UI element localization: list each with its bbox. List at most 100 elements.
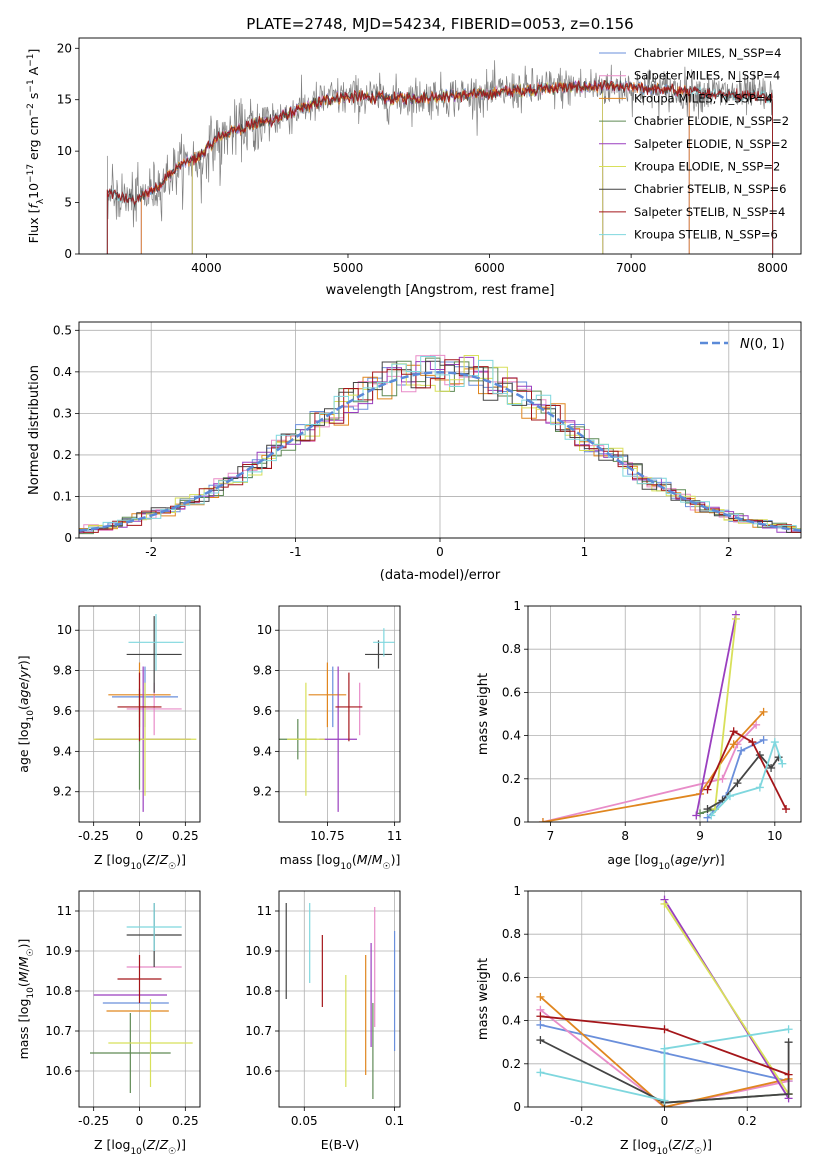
y-tick-label: 0.6 [502, 970, 521, 984]
label-part: Z [log [94, 1137, 130, 1152]
x-tick-label: 10 [767, 829, 782, 843]
y-tick-label: 0 [513, 1100, 521, 1114]
x-axis-label: E(B-V) [321, 1137, 360, 1152]
x-tick-label: 0.2 [738, 1114, 757, 1128]
ticks: 7 8 9 10 0 0.2 0.4 0.6 0.8 1 [502, 599, 783, 843]
y-tick-label: 0.2 [502, 1057, 521, 1071]
x-tick-label: -0.25 [78, 829, 109, 843]
y-tick-label: 9.2 [53, 785, 72, 799]
label-part: Z [log [94, 852, 130, 867]
legend-entry: Kroupa STELIB, N_SSP=6 [634, 228, 778, 242]
label-part: yr [701, 852, 715, 867]
figure-title: PLATE=2748, MJD=54234, FIBERID=0053, z=0… [246, 15, 633, 33]
label-part: / [16, 677, 31, 682]
label-part: Z [685, 1137, 695, 1152]
y-tick-label: 0.8 [502, 642, 521, 656]
y-tick-label: 10.7 [245, 1024, 272, 1038]
legend: Chabrier MILES, N_SSP=4 Salpeter MILES, N… [599, 46, 789, 242]
weight-marker [703, 805, 712, 814]
weight-marker [536, 1020, 545, 1029]
x-axis-label: Z [log10(Z/Z☉)] [94, 852, 186, 872]
x-tick-label: 0.25 [172, 1114, 199, 1128]
weight-marker [660, 1096, 669, 1105]
label-part: M [16, 971, 31, 982]
label-part: )] [715, 852, 725, 867]
weight-marker [660, 1044, 669, 1053]
y-tick-label: 9.4 [53, 744, 72, 758]
x-tick-label: -0.25 [78, 1114, 109, 1128]
label-part: 10 [130, 862, 142, 872]
weight-marker [737, 746, 746, 755]
x-axis-label: (data-model)/error [380, 568, 501, 583]
x-axis-label: wavelength [Angstrom, rest frame] [326, 283, 555, 298]
error-bar [93, 682, 197, 796]
x-tick-label: -2 [145, 545, 157, 559]
label-part: ( [142, 1137, 147, 1152]
weight-marker [718, 774, 727, 783]
label-part: ( [142, 852, 147, 867]
legend-entry: N(0, 1) [740, 337, 785, 352]
legend-entry: Salpeter MILES, N_SSP=4 [634, 69, 780, 83]
axes-frame [278, 890, 401, 1108]
x-axis-label: Z [log10(Z/Z☉)] [94, 1137, 186, 1157]
y-tick-label: 10 [257, 623, 272, 637]
axes-frame [527, 890, 802, 1108]
x-tick-label: 1 [581, 545, 589, 559]
x-tick-label: 10.75 [310, 829, 344, 843]
label-part: age [16, 682, 31, 706]
x-axis-label: mass [log10(M/M☉)] [280, 852, 401, 872]
label-part: ( [352, 852, 357, 867]
residuals-panel: -2 -1 0 1 2 0 0.1 0.2 0.3 0.4 0.5 (data-model)/erro… [27, 321, 802, 583]
ticks: -0.25 0 0.25 10.6 10.7 10.8 10.9 11 [45, 904, 198, 1128]
label-part: f [26, 203, 41, 209]
x-tick-label: 7 [547, 829, 555, 843]
weight-marker [748, 738, 757, 747]
histogram-line [79, 359, 801, 533]
x-tick-label: 0 [136, 1114, 144, 1128]
error-bar [108, 999, 193, 1087]
x-tick-label: 0.25 [172, 829, 199, 843]
weight-marker [660, 1025, 669, 1034]
weight-marker [778, 759, 787, 768]
weight-marker [703, 785, 712, 794]
y-axis-label: Normed distribution [27, 365, 42, 495]
label-part: Z [146, 852, 156, 867]
plot-area [90, 903, 193, 1093]
error-bar [117, 955, 162, 1003]
label-part: Z [159, 852, 169, 867]
y-tick-label: 9.8 [253, 664, 272, 678]
label-part: Flux [ [26, 209, 41, 244]
weight-marker [755, 783, 764, 792]
error-bar [373, 628, 395, 657]
label-part: ☉ [168, 1147, 176, 1157]
label-part: 10 [26, 987, 36, 999]
ticks: 10.75 11 9.2 9.4 9.6 9.8 10 [253, 623, 402, 843]
y-tick-label: 9.4 [253, 744, 272, 758]
weight-line [539, 1009, 789, 1107]
label-part: yr [16, 664, 31, 678]
y-tick-label: 0.2 [502, 772, 521, 786]
mass-vs-ebv-panel: 0.05 0.1 10.6 10.7 10.8 10.9 11 E(B-V) [245, 890, 404, 1152]
x-tick-label: 8 [621, 829, 629, 843]
y-tick-label: 9.6 [253, 704, 272, 718]
label-part: / [368, 852, 373, 867]
label-part: M [16, 956, 31, 967]
weight-line [707, 753, 780, 810]
y-tick-label: 0.6 [502, 685, 521, 699]
y-tick-label: 0 [513, 815, 521, 829]
label-part: Z [146, 1137, 156, 1152]
y-tick-label: 10.8 [245, 984, 272, 998]
plot-area [538, 610, 791, 822]
y-tick-label: 15 [57, 93, 72, 107]
normal-curve [79, 371, 801, 532]
label-part: age [675, 852, 699, 867]
weight-marker [536, 1036, 545, 1045]
label-part: ☉ [383, 862, 391, 872]
x-tick-label: 5000 [333, 261, 364, 275]
y-axis-label: mass weight [476, 958, 491, 1040]
y-axis-label: age [log10(age/yr)] [16, 655, 36, 772]
histogram-line [79, 360, 801, 535]
label-part: 10 [26, 183, 41, 199]
